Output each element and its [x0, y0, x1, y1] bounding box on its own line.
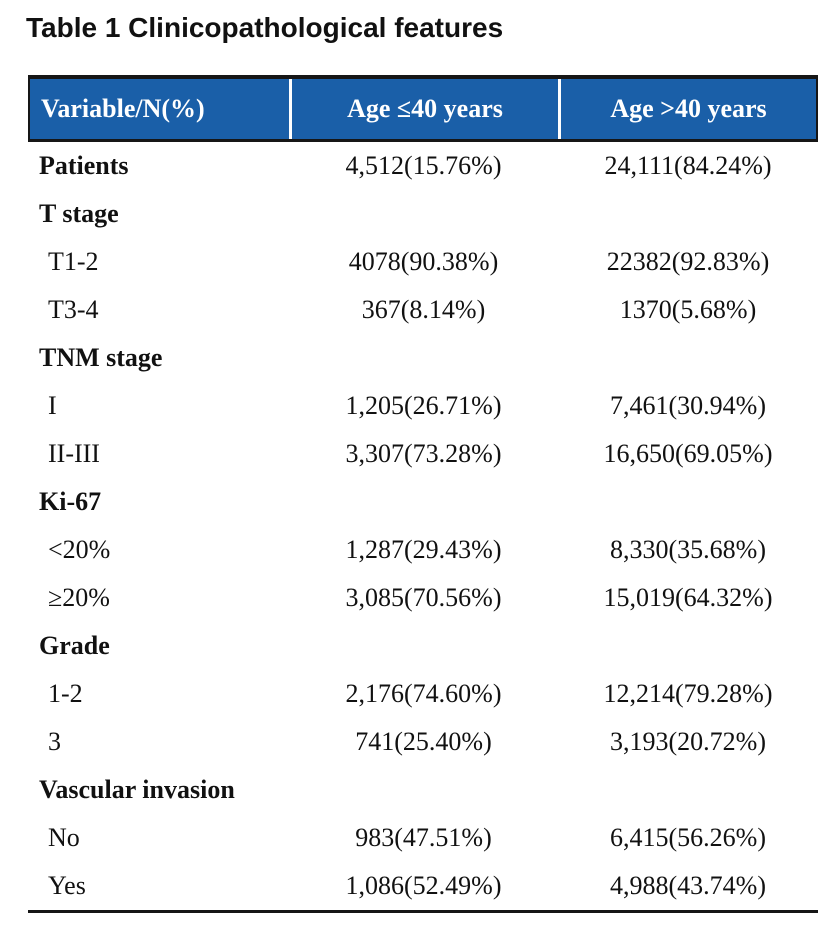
- cell-age-le40: 4078(90.38%): [348, 247, 499, 276]
- cell-age-gt40: 3,193(20.72%): [610, 727, 766, 756]
- cell-age-le40: 1,205(26.71%): [345, 391, 502, 420]
- cell-age-gt40: 12,214(79.28%): [603, 679, 773, 708]
- cell-variable: ≥20%: [48, 583, 110, 612]
- cell-age-le40: 3,307(73.28%): [345, 439, 502, 468]
- table-body: Patients 4,512(15.76%) 24,111(84.24%) T sta…: [28, 142, 818, 913]
- table-row: I 1,205(26.71%) 7,461(30.94%): [28, 382, 818, 430]
- table-row: No 983(47.51%) 6,415(56.26%): [28, 814, 818, 862]
- cell-variable: TNM stage: [39, 343, 163, 372]
- table-row: TNM stage: [28, 334, 818, 382]
- table-header-row: Variable/N(%) Age ≤40 years Age >40 year…: [28, 75, 818, 142]
- cell-variable: 3: [48, 727, 61, 756]
- cell-age-le40: 1,287(29.43%): [345, 535, 502, 564]
- table-row: Grade: [28, 622, 818, 670]
- table-row: T1-2 4078(90.38%) 22382(92.83%): [28, 238, 818, 286]
- column-header-variable: Variable/N(%): [41, 94, 205, 123]
- cell-age-gt40: 22382(92.83%): [606, 247, 770, 276]
- page-title: Table 1 Clinicopathological features: [26, 12, 504, 43]
- column-header-age-le40: Age ≤40 years: [289, 79, 558, 139]
- cell-age-le40: 4,512(15.76%): [345, 151, 502, 180]
- cell-age-gt40: 16,650(69.05%): [603, 439, 773, 468]
- table-row: T stage: [28, 190, 818, 238]
- cell-age-le40: 741(25.40%): [355, 727, 492, 756]
- cell-age-gt40: 15,019(64.32%): [603, 583, 773, 612]
- cell-age-le40: 367(8.14%): [361, 295, 486, 324]
- cell-variable: II-III: [48, 439, 100, 468]
- cell-variable: Grade: [39, 631, 110, 660]
- cell-variable: T3-4: [48, 295, 99, 324]
- table-row: II-III 3,307(73.28%) 16,650(69.05%): [28, 430, 818, 478]
- cell-age-le40: 1,086(52.49%): [345, 871, 502, 900]
- cell-variable: No: [48, 823, 80, 852]
- clinicopathological-table: Variable/N(%) Age ≤40 years Age >40 year…: [28, 75, 818, 913]
- table-row: <20% 1,287(29.43%) 8,330(35.68%): [28, 526, 818, 574]
- column-header-age-gt40: Age >40 years: [558, 79, 816, 139]
- cell-age-gt40: 7,461(30.94%): [610, 391, 766, 420]
- cell-variable: Patients: [39, 151, 129, 180]
- cell-age-gt40: 8,330(35.68%): [610, 535, 766, 564]
- cell-age-le40: 2,176(74.60%): [345, 679, 502, 708]
- table-row: T3-4 367(8.14%) 1370(5.68%): [28, 286, 818, 334]
- cell-age-gt40: 1370(5.68%): [619, 295, 757, 324]
- cell-variable: I: [48, 391, 57, 420]
- cell-age-gt40: 24,111(84.24%): [604, 151, 772, 180]
- cell-variable: <20%: [48, 535, 111, 564]
- cell-variable: T stage: [39, 199, 119, 228]
- cell-variable: Yes: [48, 871, 86, 900]
- cell-variable: T1-2: [48, 247, 99, 276]
- cell-variable: 1-2: [48, 679, 83, 708]
- table-row: ≥20% 3,085(70.56%) 15,019(64.32%): [28, 574, 818, 622]
- table-row: Yes 1,086(52.49%) 4,988(43.74%): [28, 862, 818, 910]
- cell-variable: Vascular invasion: [39, 775, 235, 804]
- table-row: Vascular invasion: [28, 766, 818, 814]
- cell-variable: Ki-67: [39, 487, 102, 516]
- table-row: 1-2 2,176(74.60%) 12,214(79.28%): [28, 670, 818, 718]
- table-row: 3 741(25.40%) 3,193(20.72%): [28, 718, 818, 766]
- cell-age-gt40: 6,415(56.26%): [610, 823, 766, 852]
- cell-age-le40: 3,085(70.56%): [345, 583, 502, 612]
- table-row: Patients 4,512(15.76%) 24,111(84.24%): [28, 142, 818, 190]
- cell-age-le40: 983(47.51%): [355, 823, 492, 852]
- cell-age-gt40: 4,988(43.74%): [610, 871, 766, 900]
- table-row: Ki-67: [28, 478, 818, 526]
